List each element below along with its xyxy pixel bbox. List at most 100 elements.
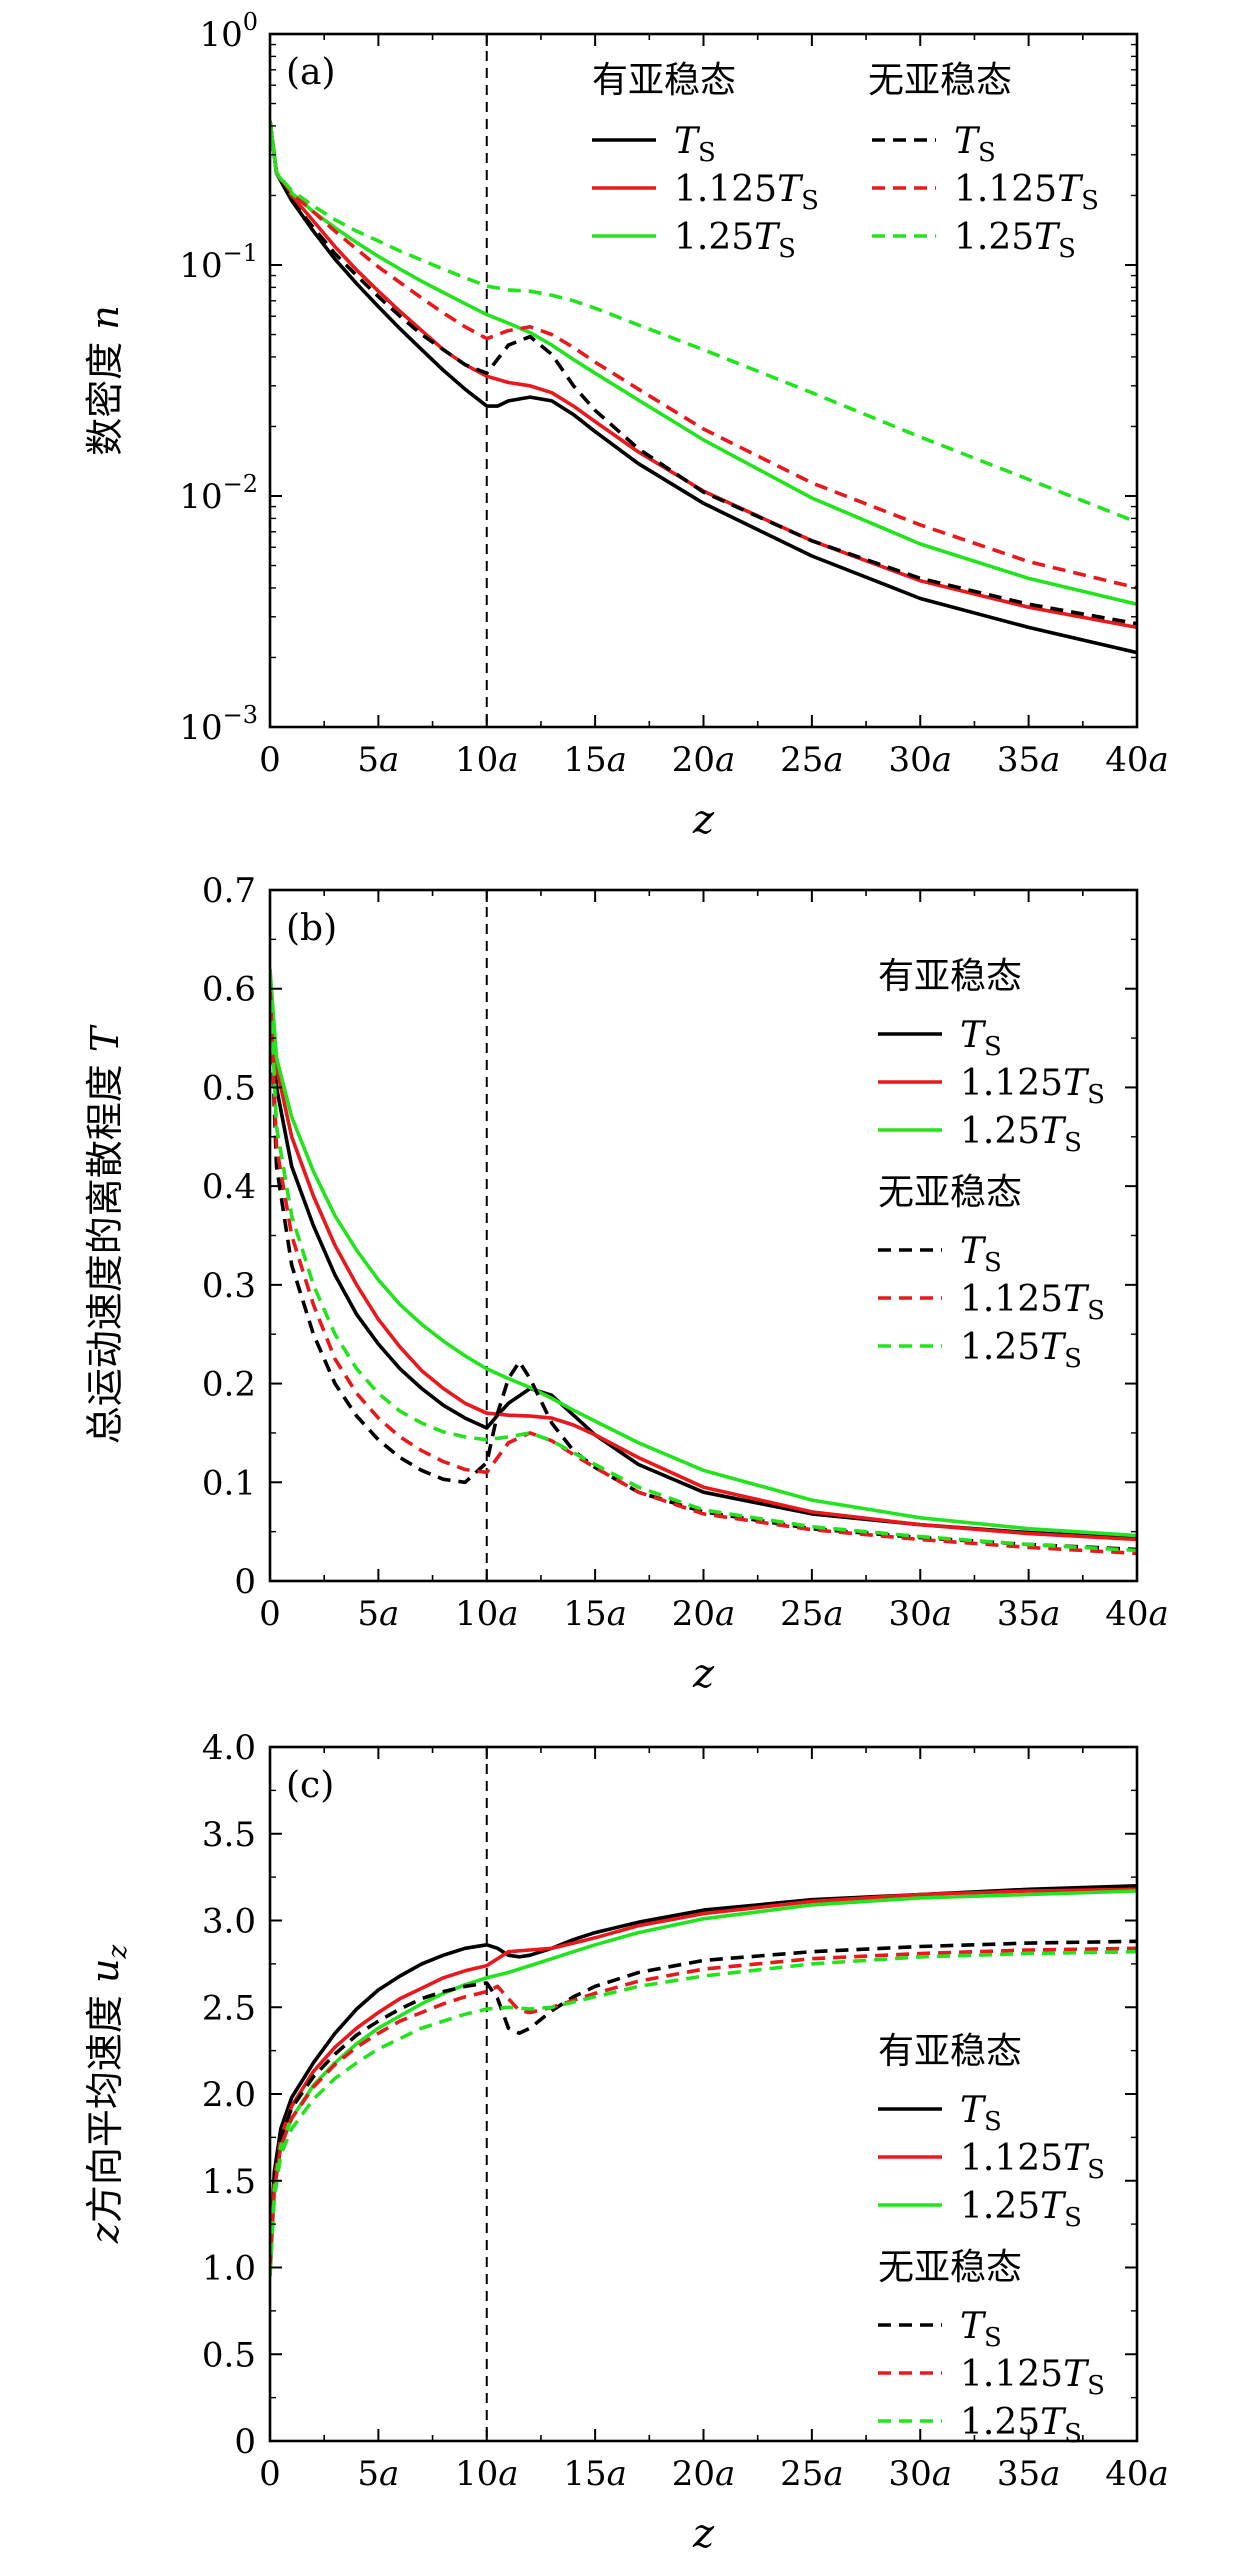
y-tick-label: 0.1 [202, 1463, 256, 1503]
y-title-symbol: n [83, 305, 127, 329]
series-line-with-meta-125 [270, 1889, 1137, 2277]
series-group [270, 968, 1137, 1556]
legend-subscript: S [801, 186, 819, 216]
y-tick-label: 3.5 [202, 1815, 256, 1855]
series-line-without-meta-1125 [270, 988, 1137, 1556]
legend-symbol: T [1040, 2186, 1067, 2227]
series-line-with-meta-TS [270, 120, 1137, 655]
legend-label: 1.125TS [960, 1279, 1105, 1326]
x-tick-number: 30 [888, 2454, 931, 2494]
x-tick-label: 25a [780, 1594, 844, 1634]
x-tick-label: 5a [357, 740, 399, 780]
legend-symbol: T [960, 1231, 987, 1272]
legend-subscript: S [984, 2323, 1002, 2353]
legend-label: TS [960, 2306, 1002, 2353]
x-tick-number: 25 [780, 740, 823, 780]
x-tick-number: 5 [357, 1594, 379, 1634]
x-tick-number: 35 [997, 1594, 1040, 1634]
x-tick-number: 35 [997, 2454, 1040, 2494]
x-tick-unit: a [607, 740, 627, 780]
x-tick-unit: a [1148, 1594, 1168, 1634]
x-tick-label: 15a [563, 1594, 627, 1634]
legend-entry: 1.125TS [878, 1279, 1105, 1326]
legend-label: 1.25TS [960, 2186, 1082, 2233]
x-tick-label: 20a [672, 1594, 736, 1634]
x-tick-unit: a [715, 740, 735, 780]
x-tick-label: 0 [259, 2454, 281, 2494]
x-tick-label: 5a [357, 2454, 399, 2494]
legend-title-with-meta: 有亚稳态 [878, 956, 1022, 997]
y-title-symbol: u [83, 1959, 127, 1983]
y-tick-label: 100 [199, 8, 258, 55]
legend-title-without-meta: 无亚稳态 [878, 1172, 1022, 1213]
legend-subscript: S [1064, 2419, 1082, 2449]
legend-subscript: S [984, 1032, 1002, 1062]
x-tick-number: 30 [888, 1594, 931, 1634]
legend-symbol: T [1040, 2402, 1067, 2443]
legend-entry: 1.25TS [872, 217, 1076, 264]
legend-entry: TS [878, 1015, 1002, 1062]
x-tick-unit: a [379, 2454, 399, 2494]
legend-subscript: S [1081, 186, 1099, 216]
x-tick-number: 40 [1105, 1594, 1148, 1634]
legend-prefix: 1.125 [960, 2138, 1063, 2179]
legend-entry: 1.125TS [872, 169, 1099, 216]
y-title-var: z [83, 2222, 127, 2244]
x-tick-number: 30 [888, 740, 931, 780]
x-tick-number: 35 [997, 740, 1040, 780]
legend-entry: 1.125TS [592, 169, 819, 216]
x-tick-label: 10a [455, 740, 519, 780]
panel-c: 0 5a 10a 15a 20a 25a 30a 35a 40a00.51.01.52.02.5… [83, 1728, 1169, 2557]
x-tick-number: 15 [563, 2454, 606, 2494]
x-tick-label: 20a [672, 2454, 736, 2494]
legend-label: TS [674, 121, 716, 168]
legend-prefix: 1.25 [960, 1327, 1040, 1368]
legend-symbol: T [960, 2090, 987, 2131]
legend-title-without-meta: 无亚稳态 [878, 2247, 1022, 2288]
y-tick-label: 2.5 [202, 1988, 256, 2028]
legend-symbol: T [960, 2306, 987, 2347]
legend-subscript: S [778, 234, 796, 264]
plot-frame [268, 1745, 1139, 2443]
x-tick-number: 20 [672, 1594, 715, 1634]
legend-entry: TS [878, 1231, 1002, 1278]
legend-prefix: 1.125 [954, 169, 1057, 210]
y-tick-label: 2.0 [202, 2075, 256, 2115]
legend-title-with-meta: 有亚稳态 [878, 2031, 1022, 2072]
x-tick-number: 40 [1105, 740, 1148, 780]
x-tick-unit: a [498, 2454, 518, 2494]
y-title-text: 数密度 [83, 330, 127, 456]
legend-title-without-meta: 无亚稳态 [868, 60, 1012, 101]
legend-entry: TS [872, 121, 996, 168]
legend-subscript: S [1087, 1296, 1105, 1326]
x-tick-label: 5a [357, 1594, 399, 1634]
panel-label: (a) [286, 52, 336, 93]
series-line-with-meta-125 [270, 120, 1137, 606]
legend-subscript: S [984, 1248, 1002, 1278]
panel-a: 0 5a 10a 15a 20a 25a 30a 35a 40a10−310−210−1100z… [83, 8, 1169, 843]
x-tick-label: 15a [563, 2454, 627, 2494]
x-tick-label: 35a [997, 740, 1061, 780]
y-tick-label: 4.0 [202, 1728, 256, 1768]
legend-entry: 1.125TS [878, 2354, 1105, 2401]
legend-prefix: 1.25 [960, 2402, 1040, 2443]
legend-entry: 1.25TS [592, 217, 796, 264]
x-tick-label: 20a [672, 740, 736, 780]
legend-symbol: T [777, 169, 804, 210]
legend-entry: TS [878, 2090, 1002, 2137]
x-tick-unit: a [1040, 2454, 1060, 2494]
x-tick-number: 10 [455, 2454, 498, 2494]
y-tick-base: 10 [179, 708, 222, 748]
x-tick-unit: a [498, 740, 518, 780]
x-tick-label: 35a [997, 1594, 1061, 1634]
y-tick-label: 0.5 [202, 2335, 256, 2375]
y-tick-label: 0.2 [202, 1365, 256, 1405]
legend-label: 1.25TS [954, 217, 1076, 264]
series-line-without-meta-TS [270, 1939, 1137, 2268]
legend-symbol: T [1057, 169, 1084, 210]
legend-symbol: T [1040, 1327, 1067, 1368]
y-tick-label: 0.3 [202, 1266, 256, 1306]
legend-label: 1.25TS [674, 217, 796, 264]
x-tick-unit: a [607, 2454, 627, 2494]
